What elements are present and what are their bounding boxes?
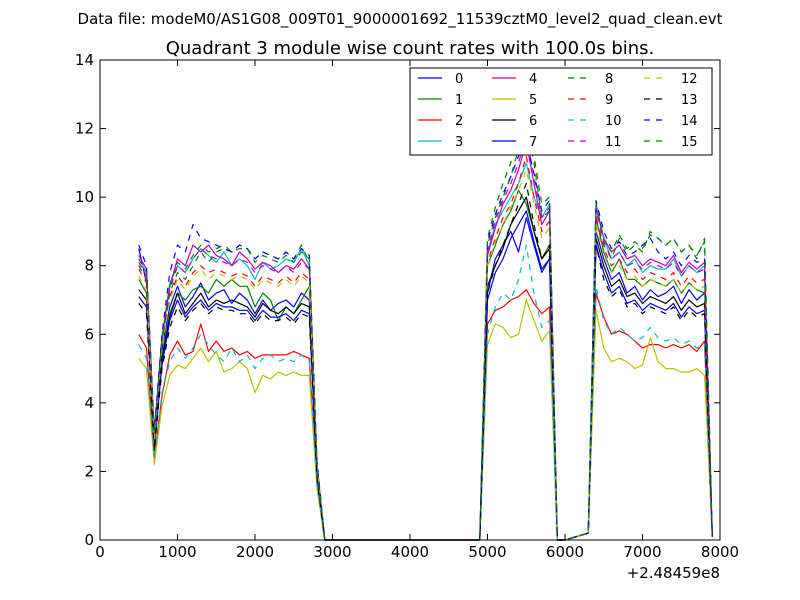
x-tick-label: 7000 — [623, 543, 661, 561]
y-tick-label: 10 — [75, 188, 94, 206]
x-tick-label: 6000 — [546, 543, 584, 561]
legend-label-9: 9 — [605, 93, 613, 108]
x-tick-label: 4000 — [391, 543, 429, 561]
plot-frame — [99, 59, 721, 541]
data-file-header: Data file: modeM0/AS1G08_009T01_90000016… — [78, 10, 723, 29]
legend-label-2: 2 — [455, 114, 463, 129]
y-tick-label: 0 — [84, 531, 94, 549]
legend-label-3: 3 — [455, 135, 463, 150]
legend-label-0: 0 — [455, 72, 463, 87]
y-tick-label: 4 — [84, 394, 94, 412]
y-tick-label: 14 — [75, 51, 94, 69]
x-tick-label: 1000 — [158, 543, 196, 561]
series-line-2 — [138, 289, 713, 541]
x-offset-label: +2.48459e8 — [627, 564, 720, 582]
y-tick-label: 6 — [84, 325, 94, 343]
y-tick-label: 8 — [84, 257, 94, 275]
series-line-8 — [138, 114, 713, 541]
series-line-11 — [138, 134, 713, 541]
ticks-layer: 0 1000 2000 3000 4000 5000 6000 7000 80000246810… — [75, 51, 739, 561]
legend-label-1: 1 — [455, 93, 463, 108]
x-tick-label: 2000 — [236, 543, 274, 561]
legend-label-14: 14 — [681, 114, 698, 129]
legend-label-10: 10 — [605, 114, 622, 129]
series-line-15 — [138, 110, 713, 541]
legend-label-8: 8 — [605, 72, 613, 87]
x-tick-label: 0 — [95, 543, 105, 561]
x-tick-label: 8000 — [701, 543, 739, 561]
chart-title: Quadrant 3 module wise count rates with … — [166, 38, 655, 59]
series-line-9 — [138, 155, 713, 541]
y-tick-label: 2 — [84, 462, 94, 480]
series-line-12 — [138, 169, 713, 541]
legend-label-12: 12 — [681, 72, 698, 87]
legend-label-5: 5 — [529, 93, 537, 108]
legend-label-15: 15 — [681, 135, 698, 150]
series-layer — [138, 110, 713, 541]
legend-label-4: 4 — [529, 72, 537, 87]
series-line-10 — [138, 244, 713, 541]
x-tick-label: 5000 — [468, 543, 506, 561]
series-line-14 — [138, 141, 713, 541]
series-line-13 — [138, 182, 713, 541]
legend-label-7: 7 — [529, 135, 537, 150]
y-tick-label: 12 — [75, 120, 94, 138]
legend-label-11: 11 — [605, 135, 622, 150]
x-tick-label: 3000 — [313, 543, 351, 561]
legend-label-13: 13 — [681, 93, 698, 108]
legend-label-6: 6 — [529, 114, 537, 129]
